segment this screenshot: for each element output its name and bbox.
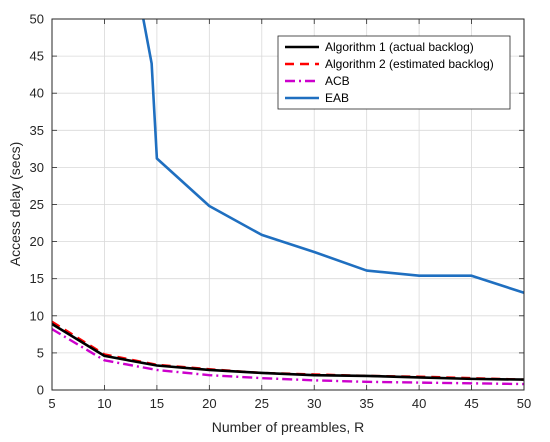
y-tick-label: 0 — [37, 383, 44, 398]
legend: Algorithm 1 (actual backlog) Algorithm 2 … — [277, 35, 511, 110]
series-line-eab — [141, 19, 524, 295]
axis-ticks — [51, 18, 525, 391]
x-tick-label: 10 — [97, 396, 111, 411]
x-tick-label: 35 — [359, 396, 373, 411]
y-tick-label: 50 — [30, 12, 44, 27]
y-tick-label: 30 — [30, 160, 44, 175]
x-tick-label: 5 — [48, 396, 55, 411]
x-tick-label: 15 — [150, 396, 164, 411]
series-line-algorithm-1-actual-backlog — [52, 322, 524, 381]
y-tick-label: 25 — [30, 197, 44, 212]
x-tick-label: 40 — [412, 396, 426, 411]
series-line-acb — [52, 328, 524, 386]
y-axis-label: Access delay (secs) — [7, 142, 23, 266]
y-tick-label: 5 — [37, 345, 44, 360]
y-tick-label: 15 — [30, 271, 44, 286]
legend-label: EAB — [325, 91, 349, 105]
x-tick-label: 20 — [202, 396, 216, 411]
y-tick-label: 40 — [30, 86, 44, 101]
legend-label: Algorithm 2 (estimated backlog) — [325, 57, 494, 71]
x-tick-label: 45 — [464, 396, 478, 411]
y-tick-label: 20 — [30, 234, 44, 249]
legend-label: Algorithm 1 (actual backlog) — [325, 40, 474, 54]
legend-label: ACB — [325, 74, 350, 88]
x-tick-label: 25 — [255, 396, 269, 411]
y-tick-label: 35 — [30, 123, 44, 138]
series-layer — [52, 19, 524, 386]
y-tick-label: 45 — [30, 49, 44, 64]
x-axis-label: Number of preambles, R — [212, 419, 365, 435]
y-tick-label: 10 — [30, 308, 44, 323]
x-tick-label: 30 — [307, 396, 321, 411]
x-tick-label: 50 — [517, 396, 531, 411]
